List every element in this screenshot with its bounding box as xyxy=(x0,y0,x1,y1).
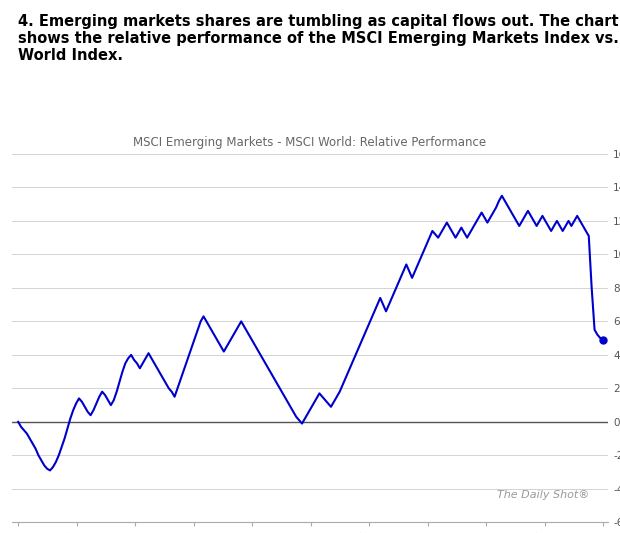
Point xyxy=(598,336,608,344)
Text: 4. Emerging markets shares are tumbling as capital flows out. The chart below
sh: 4. Emerging markets shares are tumbling … xyxy=(19,13,620,63)
Text: The Daily Shot®: The Daily Shot® xyxy=(497,490,590,500)
Title: MSCI Emerging Markets - MSCI World: Relative Performance: MSCI Emerging Markets - MSCI World: Rela… xyxy=(133,135,487,149)
